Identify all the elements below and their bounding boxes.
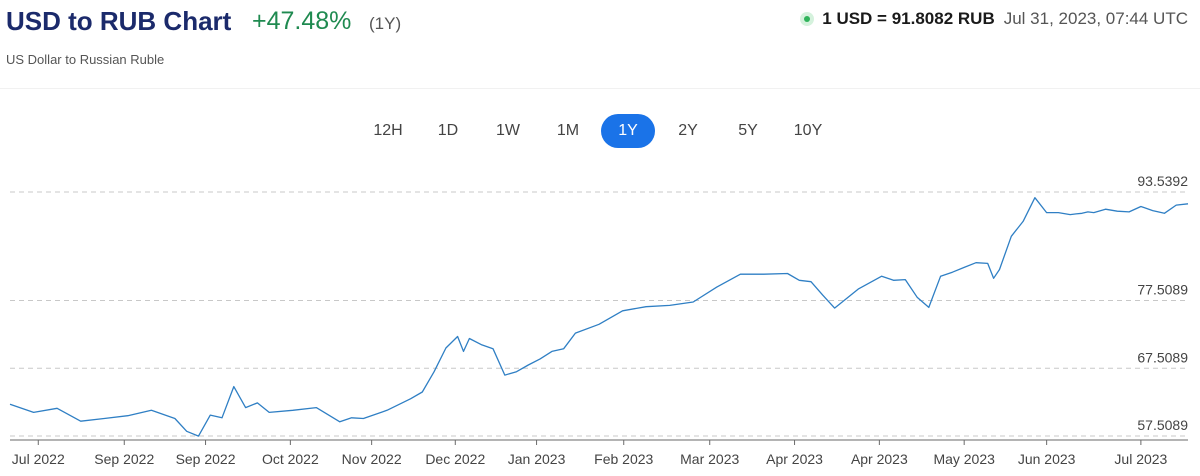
range-button-1m[interactable]: 1M bbox=[541, 114, 595, 148]
x-tick-label: Oct 2022 bbox=[262, 451, 319, 467]
y-tick-label: 77.5089 bbox=[1137, 282, 1188, 298]
x-tick-label: Sep 2022 bbox=[176, 451, 236, 467]
x-tick-label: Sep 2022 bbox=[94, 451, 154, 467]
page-title: USD to RUB Chart bbox=[6, 6, 232, 36]
x-tick-label: Jan 2023 bbox=[508, 451, 566, 467]
period-label: (1Y) bbox=[369, 14, 402, 33]
rate-timestamp: Jul 31, 2023, 07:44 UTC bbox=[1003, 9, 1188, 28]
y-tick-label: 93.5392 bbox=[1137, 173, 1188, 189]
chart-header: USD to RUB Chart +47.48% (1Y) US Dollar … bbox=[0, 0, 1200, 80]
live-status-icon bbox=[800, 12, 815, 26]
y-tick-label: 57.5089 bbox=[1137, 417, 1188, 433]
range-button-1d[interactable]: 1D bbox=[421, 114, 475, 148]
range-button-12h[interactable]: 12H bbox=[361, 114, 415, 148]
y-tick-label: 67.5089 bbox=[1137, 349, 1188, 365]
range-selector: 12H 1D 1W 1M 1Y 2Y 5Y 10Y bbox=[361, 114, 835, 148]
x-tick-label: Apr 2023 bbox=[851, 451, 908, 467]
percent-change: +47.48% bbox=[252, 7, 352, 35]
x-tick-label: Jun 2023 bbox=[1018, 451, 1076, 467]
range-button-2y[interactable]: 2Y bbox=[661, 114, 715, 148]
rate-value: 1 USD = 91.8082 RUB bbox=[822, 9, 995, 28]
x-tick-label: Feb 2023 bbox=[594, 451, 653, 467]
x-tick-label: Jul 2023 bbox=[1114, 451, 1167, 467]
range-button-1y[interactable]: 1Y bbox=[601, 114, 655, 148]
header-divider bbox=[0, 88, 1200, 89]
live-rate: 1 USD = 91.8082 RUB Jul 31, 2023, 07:44 … bbox=[800, 8, 1188, 30]
range-button-1w[interactable]: 1W bbox=[481, 114, 535, 148]
page-subtitle: US Dollar to Russian Ruble bbox=[6, 52, 165, 67]
series-line bbox=[9, 197, 1189, 437]
x-tick-label: Nov 2022 bbox=[342, 451, 402, 467]
x-tick-label: Jul 2022 bbox=[12, 451, 65, 467]
range-button-5y[interactable]: 5Y bbox=[721, 114, 775, 148]
x-tick-label: Apr 2023 bbox=[766, 451, 823, 467]
range-button-10y[interactable]: 10Y bbox=[781, 114, 835, 148]
line-chart[interactable]: 93.5392 77.5089 67.5089 57.5089 Jul 2022 Sep … bbox=[0, 160, 1200, 476]
x-tick-label: May 2023 bbox=[933, 451, 995, 467]
x-tick-label: Dec 2022 bbox=[425, 451, 485, 467]
x-tick-label: Mar 2023 bbox=[680, 451, 739, 467]
